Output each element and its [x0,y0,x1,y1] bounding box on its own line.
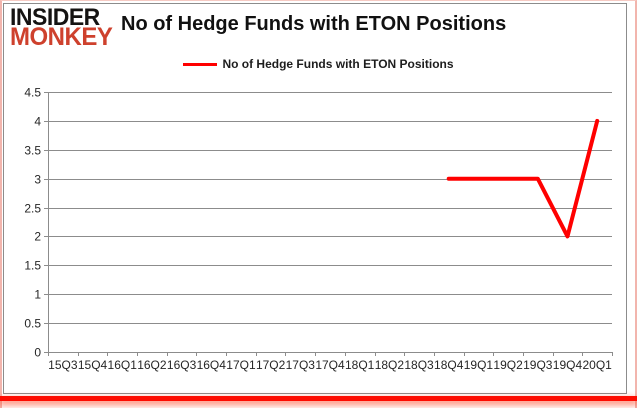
legend-label: No of Hedge Funds with ETON Positions [222,57,454,71]
svg-text:17Q2: 17Q2 [256,358,286,372]
y-axis-labels: 0 0.5 1 1.5 2 2.5 3 3.5 4 4.5 [24,86,41,360]
x-axis-labels: 15Q3 15Q4 16Q1 16Q2 16Q3 16Q4 17Q1 17Q2 17Q3 17Q4… [48,358,612,372]
svg-text:18Q1: 18Q1 [345,358,375,372]
svg-text:16Q2: 16Q2 [137,358,167,372]
svg-text:19Q2: 19Q2 [493,358,523,372]
svg-text:19Q4: 19Q4 [553,358,583,372]
insider-monkey-logo: INSIDER MONKEY [10,2,113,52]
svg-text:18Q4: 18Q4 [434,358,464,372]
svg-text:17Q1: 17Q1 [226,358,256,372]
svg-text:0: 0 [34,346,41,360]
gridlines [44,92,612,353]
svg-text:4.5: 4.5 [24,86,41,100]
axes [48,92,613,356]
logo-monkey-text: MONKEY [10,23,113,52]
svg-text:19Q3: 19Q3 [523,358,553,372]
svg-text:2: 2 [34,230,41,244]
svg-text:4: 4 [34,115,41,129]
svg-text:16Q4: 16Q4 [197,358,227,372]
svg-text:15Q4: 15Q4 [78,358,108,372]
svg-text:3.5: 3.5 [24,144,41,158]
svg-text:16Q3: 16Q3 [167,358,197,372]
svg-text:20Q1: 20Q1 [582,358,612,372]
chart-border [3,3,627,394]
series-line [446,118,600,239]
svg-text:1: 1 [34,288,41,302]
svg-text:0.5: 0.5 [24,317,41,331]
svg-text:19Q1: 19Q1 [464,358,494,372]
bottom-red-bar [0,396,637,401]
chart-title: No of Hedge Funds with ETON Positions [121,13,507,35]
svg-text:15Q3: 15Q3 [48,358,78,372]
svg-text:2.5: 2.5 [24,202,41,216]
svg-text:1.5: 1.5 [24,259,41,273]
legend: No of Hedge Funds with ETON Positions [0,57,637,71]
svg-text:17Q3: 17Q3 [286,358,316,372]
svg-text:18Q2: 18Q2 [375,358,405,372]
svg-text:16Q1: 16Q1 [108,358,138,372]
svg-text:3: 3 [34,173,41,187]
svg-text:17Q4: 17Q4 [315,358,345,372]
legend-line-marker [183,62,218,66]
svg-text:18Q3: 18Q3 [404,358,434,372]
logo-insider-text: INSIDER [10,2,100,31]
